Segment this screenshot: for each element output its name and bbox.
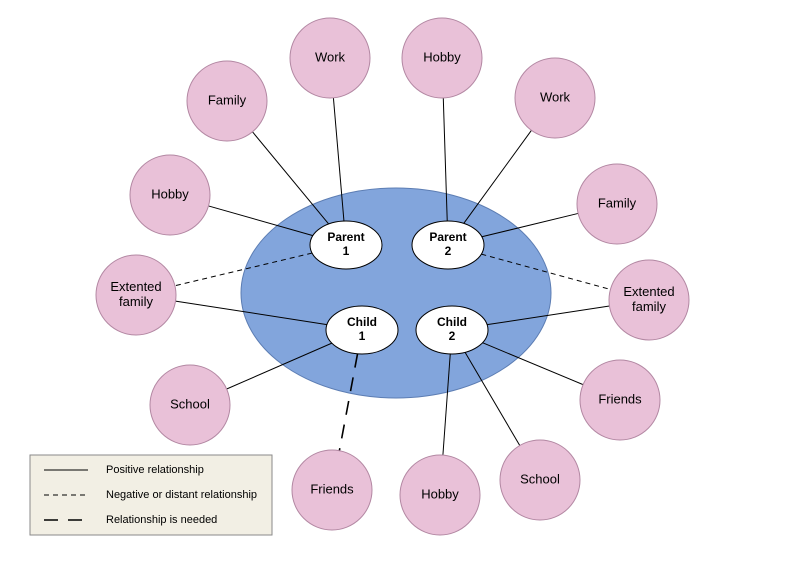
edge-parent2-work2 <box>464 130 532 223</box>
inner-node-label: 1 <box>359 329 366 343</box>
outer-node-label: family <box>632 299 666 314</box>
inner-node-label: Parent <box>429 230 466 244</box>
center-ellipse <box>241 188 551 398</box>
outer-node-hobby3: Hobby <box>400 455 480 535</box>
inner-node-parent1: Parent1 <box>310 221 382 269</box>
outer-node-label: Family <box>598 195 637 210</box>
ecomap-diagram: WorkHobbyWorkFamilyHobbyFamilyExtentedfa… <box>0 0 800 570</box>
outer-node-label: School <box>520 471 560 486</box>
outer-node-label: Extented <box>110 279 161 294</box>
inner-node-label: Child <box>347 315 377 329</box>
outer-node-friends1: Friends <box>292 450 372 530</box>
inner-node-child2: Child2 <box>416 306 488 354</box>
edge-parent1-family1 <box>252 132 328 224</box>
outer-node-label: Work <box>540 89 571 104</box>
outer-node-family2: Family <box>577 164 657 244</box>
inner-node-label: 2 <box>449 329 456 343</box>
outer-node-label: Extented <box>623 284 674 299</box>
outer-node-label: Hobby <box>423 49 461 64</box>
outer-node-school2: School <box>500 440 580 520</box>
outer-node-ext2: Extentedfamily <box>609 260 689 340</box>
outer-node-label: Family <box>208 92 247 107</box>
legend-label: Relationship is needed <box>106 514 217 526</box>
outer-node-hobby2: Hobby <box>402 18 482 98</box>
outer-node-ext1: Extentedfamily <box>96 255 176 335</box>
outer-node-label: School <box>170 396 210 411</box>
legend: Positive relationship Negative or distant… <box>30 455 272 535</box>
outer-node-friends2: Friends <box>580 360 660 440</box>
outer-node-label: Hobby <box>421 486 459 501</box>
legend-label: Positive relationship <box>106 464 204 476</box>
outer-node-school1: School <box>150 365 230 445</box>
inner-node-label: Child <box>437 315 467 329</box>
inner-node-child1: Child1 <box>326 306 398 354</box>
outer-node-work2: Work <box>515 58 595 138</box>
inner-node-parent2: Parent2 <box>412 221 484 269</box>
outer-node-label: Hobby <box>151 186 189 201</box>
outer-node-work1: Work <box>290 18 370 98</box>
legend-label: Negative or distant relationship <box>106 489 257 501</box>
outer-node-label: Friends <box>310 481 354 496</box>
outer-node-family1: Family <box>187 61 267 141</box>
outer-node-hobby1: Hobby <box>130 155 210 235</box>
outer-node-label: Work <box>315 49 346 64</box>
outer-node-label: family <box>119 294 153 309</box>
inner-node-label: 1 <box>343 244 350 258</box>
outer-node-label: Friends <box>598 391 642 406</box>
inner-node-label: 2 <box>445 244 452 258</box>
inner-node-label: Parent <box>327 230 364 244</box>
